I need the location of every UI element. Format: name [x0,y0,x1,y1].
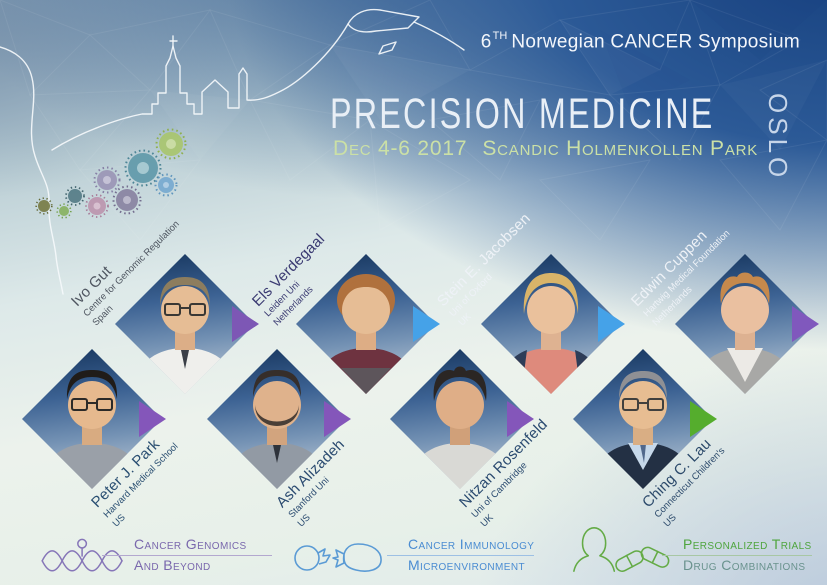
topic-line1: Personalized Trials [683,536,812,552]
accent-triangle [792,306,819,342]
city-label: OSLO [763,93,793,182]
series-name: Norwegian CANCER Symposium [511,31,800,53]
speaker-els-verdegaal: Els Verdegaal Leiden Uni Netherlands [249,231,440,394]
topic-line1: Cancer Immunology [408,536,535,552]
dna-helix-icon [41,538,123,572]
topic-line1: Cancer Genomics [134,536,247,552]
speaker-edwin-cuppen: Edwin Cuppen Hartwig Medical Foundation … [628,227,819,394]
gray-corner-triangle [341,368,391,394]
accent-triangle [232,306,259,342]
speaker-ash-alizadeh: Ash Alizadeh Stanford Uni US [207,349,351,529]
topic-cancer-genomics: Cancer Genomics And Beyond [40,534,280,580]
triangle-mesh-facets [150,0,827,160]
speaker-photo [131,277,239,394]
topic-divider [102,555,272,556]
speaker-ivo-gut: Ivo Gut Centre for Genomic Regulation Sp… [68,219,259,394]
accent-triangle [690,401,717,437]
triangle-mesh-pattern [0,0,827,545]
topic-personalized-trials: Personalized Trials Drug Combinations [570,524,820,580]
symposium-series-title: 6TH Norwegian CANCER Symposium [480,30,800,53]
speaker-ching-lau: Ching C. Lau Connecticut Children's US [573,349,727,529]
speaker-photo [312,274,420,394]
virus-particles [35,128,187,219]
topic-divider [662,555,812,556]
topic-cancer-immunology: Cancer Immunology Microenvironment [292,534,542,580]
date-venue-line: Dec 4-6 2017 Scandic Holmenkollen Park [333,137,758,161]
person-pills-icon [573,527,670,572]
topic-line2: And Beyond [134,557,211,573]
poster-title: PRECISION MEDICINE [330,90,715,138]
topic-line2: Drug Combinations [683,557,806,573]
speaker-peter-park: Peter J. Park Harvard Medical School US [22,349,181,529]
ski-jump-outline [347,8,420,33]
immune-cells-icon [294,543,382,572]
event-venue: Scandic Holmenkollen Park [482,137,759,160]
oslo-skyline-sketch [0,8,465,295]
event-dates: Dec 4-6 2017 [333,137,468,160]
topic-line2: Microenvironment [408,557,525,573]
edition-number: 6 [480,31,492,53]
edition-suffix: TH [492,30,508,42]
accent-triangle [413,306,440,342]
accent-triangle [324,401,351,437]
speaker-stein-jacobsen: Stein E. Jacobsen Uni of Oxford UK [434,210,625,394]
topic-divider [387,555,534,556]
speaker-nitzan-rosenfeld: Nitzan Rosenfeld Uni of Cambridge UK [390,349,551,529]
accent-triangle [598,306,625,342]
